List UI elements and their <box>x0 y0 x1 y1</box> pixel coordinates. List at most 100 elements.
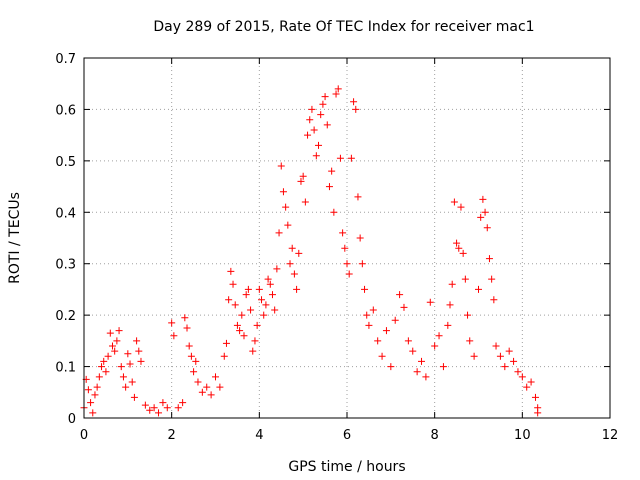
data-point <box>124 350 132 358</box>
data-point <box>439 363 447 371</box>
data-point <box>496 352 504 360</box>
data-point <box>374 337 382 345</box>
data-point <box>185 342 193 350</box>
data-point <box>435 332 443 340</box>
data-point <box>534 409 542 417</box>
data-point <box>95 373 103 381</box>
scatter-points <box>80 85 542 417</box>
data-point <box>481 208 489 216</box>
data-point <box>479 195 487 203</box>
x-tick-label: 10 <box>514 428 531 443</box>
data-point <box>485 255 493 263</box>
data-point <box>453 239 461 247</box>
data-point <box>426 298 434 306</box>
data-point <box>356 234 364 242</box>
data-point <box>133 337 141 345</box>
data-point <box>308 105 316 113</box>
data-point <box>229 280 237 288</box>
data-point <box>358 260 366 268</box>
data-point <box>102 368 110 376</box>
data-point <box>268 291 276 299</box>
y-tick-label: 0.6 <box>55 103 76 118</box>
data-point <box>396 291 404 299</box>
data-point <box>286 260 294 268</box>
data-point <box>450 198 458 206</box>
data-point <box>330 208 338 216</box>
y-tick-label: 0.3 <box>55 258 76 273</box>
data-point <box>181 314 189 322</box>
data-point <box>361 285 369 293</box>
data-point <box>321 93 329 101</box>
data-point <box>271 306 279 314</box>
data-point <box>466 337 474 345</box>
x-tick-label: 2 <box>168 428 176 443</box>
data-point <box>212 373 219 381</box>
data-point <box>141 401 149 409</box>
data-point <box>227 267 235 275</box>
data-point <box>475 285 482 293</box>
x-axis-title: GPS time / hours <box>288 459 405 475</box>
data-point <box>332 90 340 98</box>
data-point <box>461 275 469 283</box>
data-point <box>510 357 518 365</box>
data-point <box>505 347 513 355</box>
data-point <box>168 319 176 327</box>
y-tick-label: 0 <box>68 412 76 427</box>
grid <box>84 58 610 418</box>
data-point <box>207 391 215 399</box>
y-axis-title: ROTI / TECUs <box>7 192 23 284</box>
data-point <box>347 154 355 162</box>
data-point <box>317 111 325 119</box>
data-point <box>111 347 119 355</box>
data-point <box>501 363 509 371</box>
data-point <box>159 399 167 407</box>
data-point <box>137 357 145 365</box>
data-point <box>492 342 500 350</box>
data-point <box>448 280 456 288</box>
data-point <box>299 172 307 180</box>
data-point <box>455 244 463 252</box>
data-point <box>470 352 478 360</box>
data-point <box>244 285 252 293</box>
data-point <box>523 383 531 391</box>
data-point <box>339 229 347 237</box>
data-point <box>135 347 143 355</box>
data-point <box>240 332 248 340</box>
data-point <box>242 291 250 299</box>
data-point <box>255 285 263 293</box>
data-point <box>341 244 349 252</box>
data-point <box>275 229 283 237</box>
data-point <box>293 285 301 293</box>
data-point <box>369 306 377 314</box>
data-point <box>306 116 314 124</box>
data-point <box>328 167 336 175</box>
data-point <box>163 404 171 412</box>
data-point <box>238 311 246 319</box>
y-tick-label: 0.4 <box>55 206 76 221</box>
data-point <box>288 244 296 252</box>
data-point <box>264 275 272 283</box>
x-tick-label: 0 <box>80 428 88 443</box>
data-point <box>262 301 270 309</box>
data-point <box>413 368 421 376</box>
y-tick-label: 0.1 <box>55 361 76 376</box>
data-point <box>334 85 342 93</box>
data-point <box>119 373 127 381</box>
data-point <box>477 213 485 221</box>
data-point <box>100 357 108 365</box>
x-tick-label: 8 <box>431 428 439 443</box>
data-point <box>464 311 472 319</box>
data-point <box>93 383 101 391</box>
data-point <box>488 275 496 283</box>
data-point <box>518 373 526 381</box>
data-point <box>352 105 360 113</box>
data-point <box>190 368 198 376</box>
data-point <box>446 301 454 309</box>
data-point <box>297 177 305 185</box>
x-tick-label: 4 <box>255 428 263 443</box>
data-point <box>84 386 92 394</box>
data-point <box>282 203 290 211</box>
data-point <box>284 221 292 229</box>
data-point <box>225 296 233 304</box>
data-point <box>363 311 371 319</box>
